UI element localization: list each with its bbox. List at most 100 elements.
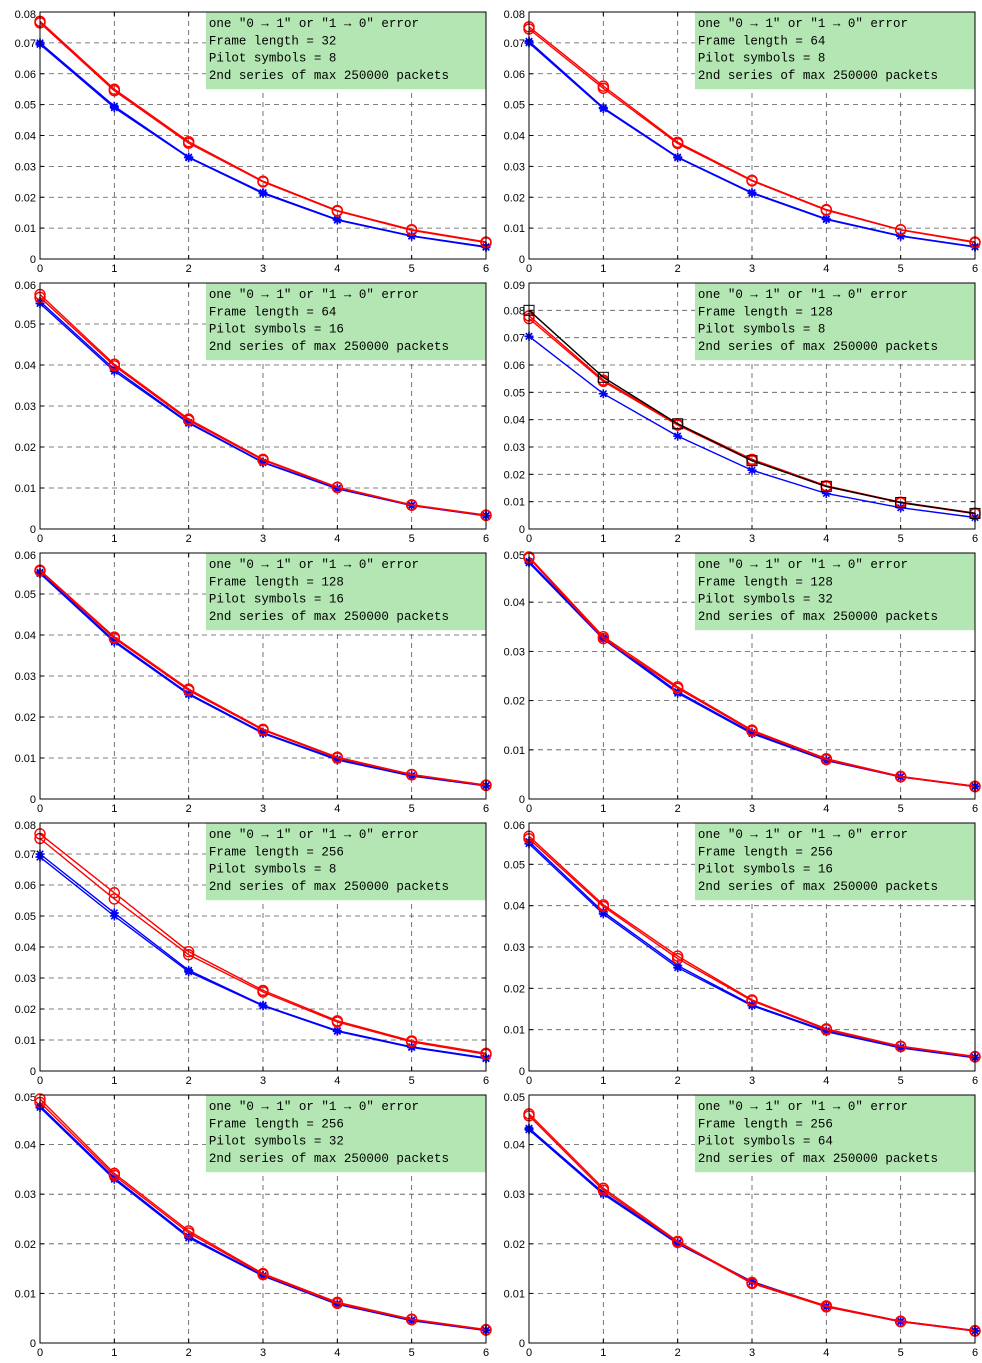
x-tick-label: 0 xyxy=(37,533,43,545)
data-point xyxy=(747,188,757,198)
x-tick-label: 4 xyxy=(334,533,340,545)
data-point xyxy=(746,725,758,737)
data-point xyxy=(407,231,417,241)
x-tick-label: 3 xyxy=(749,533,755,545)
y-tick-label: 0.03 xyxy=(15,973,36,985)
axes-frame xyxy=(528,11,976,260)
y-tick-label: 0.04 xyxy=(504,415,525,427)
y-tick-label: 0.04 xyxy=(15,630,36,642)
series-line xyxy=(528,838,976,1058)
x-tick-label: 6 xyxy=(483,1075,489,1087)
data-point xyxy=(331,205,344,217)
series-line xyxy=(39,1101,487,1331)
y-tick-label: 0.06 xyxy=(504,820,525,832)
annotation-box xyxy=(694,823,975,901)
y-tick-label: 0.07 xyxy=(504,333,525,345)
annotation-line: Pilot symbols = 16 xyxy=(698,863,833,877)
y-tick-label: 0.07 xyxy=(15,849,36,861)
series-line xyxy=(39,833,487,1054)
y-tick-label: 0 xyxy=(30,794,36,806)
data-point xyxy=(182,414,195,427)
x-tick-label: 0 xyxy=(526,263,532,275)
data-point xyxy=(331,752,344,764)
series-line xyxy=(528,28,976,244)
x-tick-label: 5 xyxy=(409,533,415,545)
data-point xyxy=(895,496,907,508)
chart-panel-5: 0 0.01 0.02 0.03 0.04 0.05 0.06 0 1 2 3 4 5 6 one "0 →… xyxy=(15,550,492,815)
annotation-line: Frame length = 32 xyxy=(209,34,337,48)
x-tick-label: 5 xyxy=(898,1347,904,1359)
data-point xyxy=(332,215,342,225)
x-tick-label: 1 xyxy=(600,263,606,275)
y-tick-label: 0.05 xyxy=(504,859,525,871)
y-tick-label: 0.03 xyxy=(15,161,36,173)
y-tick-label: 0.04 xyxy=(15,942,36,954)
annotation-box xyxy=(694,553,975,631)
series-line xyxy=(39,22,487,244)
data-point xyxy=(257,986,269,998)
y-tick-label: 0.02 xyxy=(15,192,36,204)
x-tick-label: 4 xyxy=(334,263,340,275)
data-point xyxy=(258,1271,268,1280)
data-point xyxy=(407,771,417,781)
annotation-line: Pilot symbols = 16 xyxy=(209,593,344,607)
data-point xyxy=(182,684,195,697)
data-point xyxy=(894,771,907,783)
y-tick-label: 0 xyxy=(30,254,36,266)
y-tick-label: 0 xyxy=(519,254,525,266)
data-point xyxy=(821,1026,831,1036)
axes-frame xyxy=(39,552,487,800)
data-point xyxy=(405,1313,418,1326)
data-point xyxy=(747,728,757,738)
chart-panel-3: 0 0.01 0.02 0.03 0.04 0.05 0.06 0 1 2 3 4 5 6 one "0 →… xyxy=(15,280,492,545)
x-tick-label: 4 xyxy=(823,1347,829,1359)
y-tick-label: 0.07 xyxy=(504,38,525,50)
axes-frame xyxy=(528,282,976,530)
y-tick-label: 0.03 xyxy=(504,942,525,954)
annotation-box xyxy=(205,823,487,901)
y-tick-label: 0.03 xyxy=(15,671,36,683)
annotation-box xyxy=(205,283,487,361)
data-point xyxy=(673,153,683,163)
data-point xyxy=(108,887,121,899)
y-tick-label: 0 xyxy=(519,1338,525,1350)
x-tick-label: 3 xyxy=(749,263,755,275)
x-tick-label: 5 xyxy=(409,1347,415,1359)
x-tick-label: 1 xyxy=(111,1075,117,1087)
x-tick-label: 2 xyxy=(675,803,681,815)
x-tick-label: 0 xyxy=(37,1075,43,1087)
data-point xyxy=(597,371,609,383)
annotation-line: one "0 → 1" or "1 → 0" error xyxy=(209,828,419,842)
annotation-line: one "0 → 1" or "1 → 0" error xyxy=(698,828,908,842)
y-tick-label: 0.01 xyxy=(15,1288,36,1300)
chart-panel-7: 0 0.01 0.02 0.03 0.04 0.05 0.06 0.07 0.08 0 1 2 3 4 5 6… xyxy=(15,820,492,1087)
x-tick-label: 4 xyxy=(823,263,829,275)
annotation-line: 2nd series of max 250000 packets xyxy=(698,340,938,354)
series-line xyxy=(528,1115,976,1332)
y-tick-label: 0.04 xyxy=(15,360,36,372)
annotation-line: one "0 → 1" or "1 → 0" error xyxy=(209,1100,419,1114)
x-tick-label: 4 xyxy=(823,1075,829,1087)
data-point xyxy=(598,104,608,114)
x-tick-label: 4 xyxy=(823,533,829,545)
x-tick-label: 2 xyxy=(675,263,681,275)
y-tick-label: 0.02 xyxy=(15,442,36,454)
data-point xyxy=(257,1268,269,1281)
annotation-line: Frame length = 128 xyxy=(209,575,344,589)
y-tick-label: 0.03 xyxy=(15,1189,36,1201)
annotation-line: 2nd series of max 250000 packets xyxy=(209,340,449,354)
chart-panel-10: 0 0.01 0.02 0.03 0.04 0.05 0 1 2 3 4 5 6 one "0 → 1" … xyxy=(504,1092,981,1359)
y-tick-label: 0.01 xyxy=(15,483,36,495)
chart-panel-8: 0 0.01 0.02 0.03 0.04 0.05 0.06 0 1 2 3 4 5 6 one "0 →… xyxy=(504,820,981,1087)
data-point xyxy=(108,632,121,644)
y-tick-label: 0.03 xyxy=(504,161,525,173)
x-tick-label: 3 xyxy=(260,533,266,545)
annotation-line: Pilot symbols = 8 xyxy=(209,52,337,66)
data-point xyxy=(820,204,833,216)
x-tick-label: 6 xyxy=(972,1075,978,1087)
annotation-box xyxy=(205,12,487,90)
x-tick-label: 2 xyxy=(186,803,192,815)
x-tick-label: 5 xyxy=(409,803,415,815)
axes-frame xyxy=(39,822,487,1072)
